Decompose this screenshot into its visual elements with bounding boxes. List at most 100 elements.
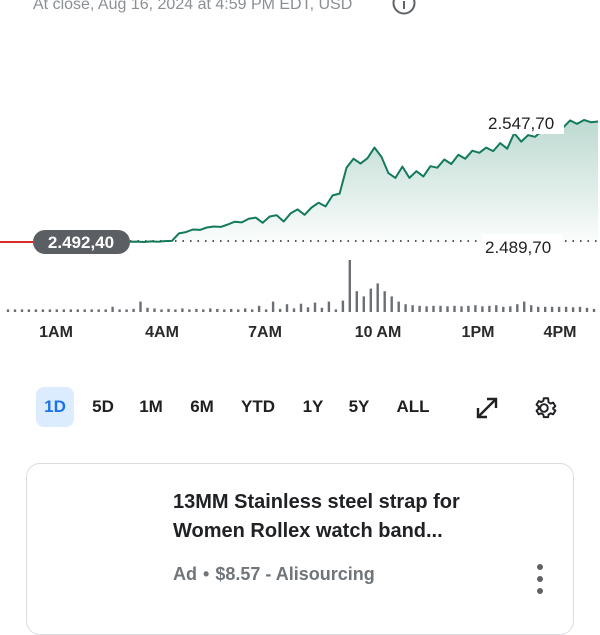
volume-bar <box>418 305 421 312</box>
ad-card[interactable]: 13MM Stainless steel strap for Women Rol… <box>26 463 574 635</box>
volume-bar <box>523 301 526 312</box>
volume-bar <box>13 309 17 312</box>
volume-bar <box>132 308 135 312</box>
volume-bar <box>257 305 261 312</box>
volume-bar <box>481 306 484 312</box>
volume-bar <box>411 305 414 312</box>
volume-bar <box>244 308 247 312</box>
volume-bar <box>502 306 505 312</box>
volume-bar <box>27 309 31 312</box>
tab-1d[interactable]: 1D <box>36 387 74 427</box>
volume-bar <box>460 306 463 312</box>
volume-bar <box>55 309 58 312</box>
volume-bar <box>195 308 198 312</box>
volume-bar <box>209 308 212 312</box>
volume-bar <box>488 305 491 312</box>
volume-bar <box>139 301 142 312</box>
low-value-label-group: 2.489,70 <box>482 234 562 258</box>
volume-bar <box>369 288 372 312</box>
volume-bar <box>592 308 596 312</box>
volume-bar <box>404 304 407 312</box>
volume-bar <box>146 307 149 312</box>
volume-bar <box>425 306 428 312</box>
volume-bar <box>537 306 540 312</box>
x-tick-label: 4PM <box>544 324 577 341</box>
volume-bar <box>355 291 358 312</box>
volume-bar <box>153 308 156 312</box>
volume-bar <box>432 305 435 312</box>
volume-bar <box>41 309 45 312</box>
tab-1y[interactable]: 1Y <box>302 397 324 416</box>
close-status-text: At close, Aug 16, 2024 at 4:59 PM EDT, U… <box>33 0 353 13</box>
volume-bar <box>516 304 519 312</box>
current-value-label: 2.547,70 <box>488 114 554 133</box>
tab-5d[interactable]: 5D <box>92 397 114 416</box>
volume-bar <box>446 306 449 312</box>
volume-bar <box>111 306 114 312</box>
volume-bar <box>216 308 219 312</box>
volume-bar <box>383 291 386 312</box>
more-vert-icon[interactable] <box>533 562 547 596</box>
volume-bar <box>188 309 191 312</box>
volume-bar <box>34 309 38 312</box>
volume-bar <box>320 307 324 312</box>
volume-bar <box>306 307 310 312</box>
volume-bar <box>125 309 128 312</box>
volume-bar <box>509 306 512 312</box>
volume-bar <box>20 309 24 312</box>
ad-title[interactable]: 13MM Stainless steel strap for Women Rol… <box>173 491 460 542</box>
volume-bar <box>62 309 65 312</box>
volume-bar <box>174 309 177 312</box>
volume-bar <box>223 309 226 312</box>
volume-bar <box>327 301 331 312</box>
volume-bar <box>251 309 254 312</box>
ad-badge: Ad <box>173 564 197 584</box>
x-tick-label: 4AM <box>145 324 179 341</box>
tab-5y[interactable]: 5Y <box>348 397 370 416</box>
volume-bar <box>530 305 533 312</box>
volume-bar <box>390 296 393 312</box>
volume-bar <box>202 309 205 312</box>
volume-bar <box>474 305 477 312</box>
volume-bar <box>285 304 289 312</box>
volume-bar <box>564 306 568 312</box>
gear-icon[interactable] <box>531 395 557 421</box>
current-value-label-group: 2.547,70 <box>486 110 564 134</box>
volume-bar <box>299 303 303 312</box>
volume-bar <box>453 305 456 312</box>
expand-icon[interactable] <box>474 395 500 421</box>
volume-bar <box>397 301 400 312</box>
x-tick-label: 1AM <box>39 324 73 341</box>
volume-bar <box>348 260 351 312</box>
volume-bar <box>585 307 589 312</box>
volume-bar <box>439 305 442 312</box>
volume-bar <box>334 309 338 312</box>
price-chart: 2.492,40 2.547,70 2.489,70 1AM 4AM 7AM 10 A… <box>0 110 600 341</box>
tab-1m[interactable]: 1M <box>139 397 163 416</box>
info-icon[interactable] <box>392 0 416 15</box>
ad-separator: • <box>203 564 210 584</box>
volume-bar <box>97 309 100 312</box>
volume-bar <box>278 308 282 312</box>
volume-bar <box>181 308 184 312</box>
volume-bar <box>376 283 379 312</box>
volume-bar <box>230 308 233 312</box>
price-line <box>129 119 599 243</box>
volume-bar <box>237 309 240 312</box>
volume-bar <box>160 309 163 312</box>
price-area-fill <box>130 120 598 242</box>
volume-bar <box>69 309 72 312</box>
previous-close-value: 2.492,40 <box>48 233 114 252</box>
volume-bar <box>76 309 79 312</box>
volume-bar <box>544 306 547 312</box>
volume-bar <box>83 309 86 312</box>
volume-bar <box>104 309 107 312</box>
volume-bar <box>467 305 470 312</box>
tab-ytd[interactable]: YTD <box>241 397 275 416</box>
x-tick-label: 10 AM <box>355 324 402 341</box>
tab-6m[interactable]: 6M <box>190 397 214 416</box>
ad-price: $8.57 <box>215 564 261 584</box>
tab-all[interactable]: ALL <box>396 397 430 416</box>
volume-bar <box>571 307 575 312</box>
volume-bar <box>271 301 275 312</box>
